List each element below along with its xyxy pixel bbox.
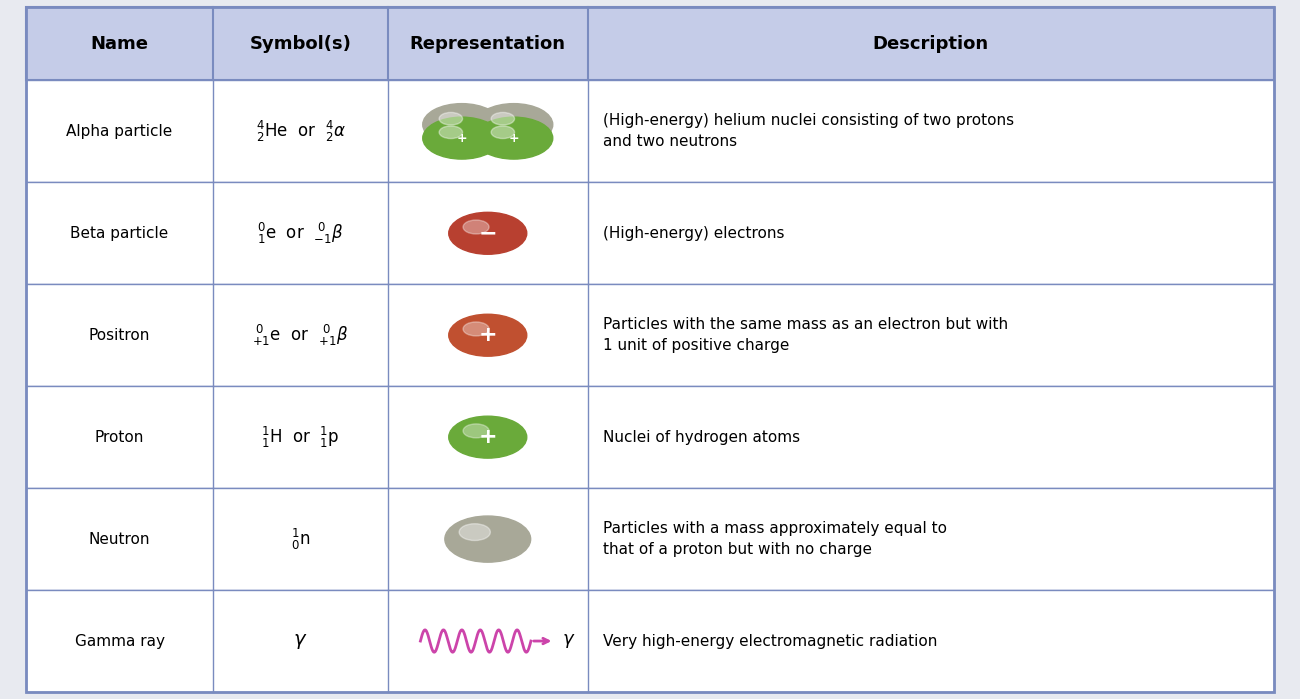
Circle shape	[463, 424, 489, 438]
Circle shape	[463, 322, 489, 336]
Circle shape	[448, 212, 526, 254]
Text: Beta particle: Beta particle	[70, 226, 169, 240]
Circle shape	[491, 126, 515, 138]
Text: +: +	[508, 131, 519, 145]
Text: $\gamma$: $\gamma$	[562, 632, 576, 650]
Text: Particles with the same mass as an electron but with
1 unit of positive charge: Particles with the same mass as an elect…	[603, 317, 1009, 353]
Circle shape	[439, 126, 463, 138]
Text: $^{\ 0}_{+1}$e  or  $^{\ 0}_{+1}\beta$: $^{\ 0}_{+1}$e or $^{\ 0}_{+1}\beta$	[252, 323, 348, 348]
Text: +: +	[456, 131, 467, 145]
Circle shape	[474, 103, 552, 145]
Text: Nuclei of hydrogen atoms: Nuclei of hydrogen atoms	[603, 430, 801, 445]
Circle shape	[439, 113, 463, 125]
Text: Representation: Representation	[410, 35, 566, 52]
Circle shape	[422, 103, 500, 145]
Text: Positron: Positron	[88, 328, 151, 343]
Text: (High-energy) electrons: (High-energy) electrons	[603, 226, 785, 240]
Text: $^1_0$n: $^1_0$n	[291, 526, 311, 552]
Circle shape	[491, 113, 515, 125]
Text: Gamma ray: Gamma ray	[74, 633, 165, 649]
Text: $^1_1$H  or  $^1_1$p: $^1_1$H or $^1_1$p	[261, 424, 339, 449]
Text: −: −	[478, 223, 497, 243]
Text: $\gamma$: $\gamma$	[294, 631, 308, 651]
FancyBboxPatch shape	[26, 284, 1274, 386]
Circle shape	[448, 416, 526, 458]
Text: Neutron: Neutron	[88, 532, 151, 547]
Text: Proton: Proton	[95, 430, 144, 445]
Circle shape	[474, 117, 552, 159]
FancyBboxPatch shape	[26, 488, 1274, 590]
FancyBboxPatch shape	[26, 386, 1274, 488]
Text: (High-energy) helium nuclei consisting of two protons
and two neutrons: (High-energy) helium nuclei consisting o…	[603, 113, 1014, 150]
FancyBboxPatch shape	[26, 182, 1274, 284]
Text: Symbol(s): Symbol(s)	[250, 35, 351, 52]
Circle shape	[448, 315, 526, 356]
Circle shape	[445, 516, 530, 562]
FancyBboxPatch shape	[26, 7, 1274, 80]
Text: $^4_2$He  or  $^4_2\alpha$: $^4_2$He or $^4_2\alpha$	[256, 119, 346, 144]
Text: +: +	[478, 325, 497, 345]
Circle shape	[463, 220, 489, 234]
Text: Description: Description	[872, 35, 989, 52]
Circle shape	[422, 117, 500, 159]
Text: +: +	[478, 427, 497, 447]
Text: Name: Name	[91, 35, 148, 52]
Circle shape	[459, 524, 490, 540]
Text: Very high-energy electromagnetic radiation: Very high-energy electromagnetic radiati…	[603, 633, 937, 649]
FancyBboxPatch shape	[26, 80, 1274, 182]
Text: $^0_1$e  or  $^{\ 0}_{-1}\beta$: $^0_1$e or $^{\ 0}_{-1}\beta$	[257, 221, 343, 246]
Text: Particles with a mass approximately equal to
that of a proton but with no charge: Particles with a mass approximately equa…	[603, 521, 948, 557]
Text: Alpha particle: Alpha particle	[66, 124, 173, 139]
FancyBboxPatch shape	[26, 590, 1274, 692]
